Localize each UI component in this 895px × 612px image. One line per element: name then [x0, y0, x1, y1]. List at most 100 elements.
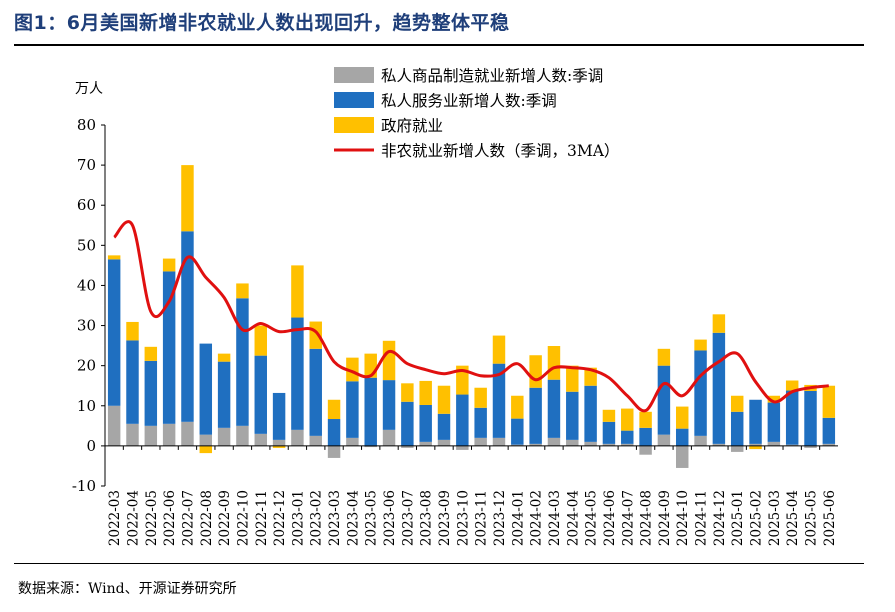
bar-manufacturing [566, 439, 579, 446]
bar-manufacturing [749, 443, 762, 446]
bar-government [181, 165, 194, 232]
x-tick-label: 2023-04 [345, 490, 361, 546]
title-divider [14, 44, 864, 46]
x-tick-label: 2023-12 [492, 490, 508, 546]
x-tick-label: 2023-10 [455, 490, 471, 546]
legend-label: 政府就业 [381, 117, 443, 135]
bar-government [602, 409, 616, 422]
bar-services [822, 417, 836, 444]
x-tick-label: 2024-04 [565, 490, 581, 546]
bar-government [584, 367, 597, 386]
bar-manufacturing [181, 421, 194, 446]
bar-manufacturing [437, 439, 451, 446]
x-tick-label: 2025-01 [730, 490, 746, 546]
bar-services [437, 413, 451, 440]
x-tick-label: 2024-12 [712, 490, 728, 546]
bar-services [694, 350, 707, 436]
bar-government [107, 255, 121, 260]
x-tick-label: 2022-12 [272, 490, 288, 546]
bar-manufacturing [254, 433, 267, 446]
bar-services [456, 394, 469, 446]
bar-manufacturing [767, 441, 781, 446]
bar-manufacturing [126, 423, 139, 446]
bar-services [474, 407, 487, 438]
bar-services [785, 390, 799, 445]
x-axis: 2022-03 2022-04 2022-05 2022-06 2022-07 2022-… [104, 445, 838, 546]
bar-manufacturing [199, 434, 213, 446]
x-tick-label: 2022-09 [217, 490, 233, 546]
bar-manufacturing [217, 427, 231, 446]
y-tick-label: 40 [77, 276, 96, 294]
bar-government [767, 395, 781, 403]
bar-services [602, 421, 616, 444]
x-tick-label: 2022-08 [199, 490, 215, 546]
bar-manufacturing [474, 437, 487, 446]
bar-manufacturing [621, 443, 634, 446]
bar-government [236, 283, 249, 299]
x-tick-label: 2024-11 [694, 490, 710, 546]
bar-services [584, 385, 597, 442]
bar-government [272, 445, 286, 448]
x-tick-label: 2025-02 [749, 490, 765, 546]
bar-services [511, 418, 524, 445]
bar-services [547, 379, 561, 438]
x-tick-label: 2024-10 [675, 490, 691, 546]
bar-government [346, 357, 359, 382]
bar-manufacturing [694, 435, 707, 446]
x-tick-label: 2023-01 [290, 490, 306, 546]
legend-swatch [334, 67, 374, 83]
bar-government [419, 380, 432, 405]
bar-government [511, 395, 524, 419]
line-series [113, 220, 829, 413]
x-tick-label: 2022-07 [180, 490, 196, 546]
bar-manufacturing [327, 445, 341, 458]
bar-manufacturing [401, 445, 414, 448]
bar-services [181, 231, 194, 422]
legend-label: 非农就业新增人数（季调，3MA） [381, 142, 619, 160]
source-note: 数据来源：Wind、开源证券研究所 [18, 581, 237, 597]
legend-label: 私人商品制造就业新增人数:季调 [381, 67, 603, 85]
bar-manufacturing [364, 445, 377, 448]
bar-manufacturing [639, 445, 652, 455]
bar-government [492, 335, 506, 364]
bar-government [382, 340, 396, 381]
bar-manufacturing [272, 439, 286, 446]
bar-government [822, 385, 836, 418]
bar-government [547, 346, 561, 380]
bar-services [217, 361, 231, 428]
bar-manufacturing [712, 443, 726, 446]
bar-government [144, 346, 158, 361]
bar-government [730, 395, 744, 412]
bar-government [785, 380, 799, 391]
x-tick-label: 2022-04 [125, 490, 141, 546]
bar-manufacturing [785, 444, 799, 446]
bar-government [657, 348, 671, 366]
bar-services [346, 381, 359, 438]
bar-manufacturing [804, 445, 817, 448]
bar-manufacturing [419, 441, 432, 446]
bar-manufacturing [309, 435, 322, 446]
x-tick-label: 2022-05 [144, 490, 160, 546]
x-tick-label: 2023-08 [419, 490, 435, 546]
bar-government [254, 325, 267, 356]
nonfarm-3ma-line [113, 220, 829, 413]
bar-services [364, 377, 377, 446]
bar-services [419, 404, 432, 442]
legend-label: 私人服务业新增人数:季调 [381, 92, 557, 110]
bar-government [749, 445, 762, 450]
bar-services [327, 419, 341, 446]
bar-manufacturing [291, 429, 304, 446]
bar-manufacturing [529, 443, 542, 446]
bar-services [492, 363, 506, 438]
bar-services [730, 411, 744, 446]
x-tick-label: 2025-06 [822, 490, 838, 546]
bar-government [162, 258, 176, 272]
bar-manufacturing [730, 445, 744, 452]
x-tick-label: 2023-09 [437, 490, 453, 546]
bar-manufacturing [382, 429, 396, 446]
x-tick-label: 2022-03 [107, 490, 123, 546]
bar-services [639, 427, 652, 446]
bar-manufacturing [456, 445, 469, 450]
bar-government [327, 399, 341, 420]
x-tick-label: 2022-11 [254, 490, 270, 546]
